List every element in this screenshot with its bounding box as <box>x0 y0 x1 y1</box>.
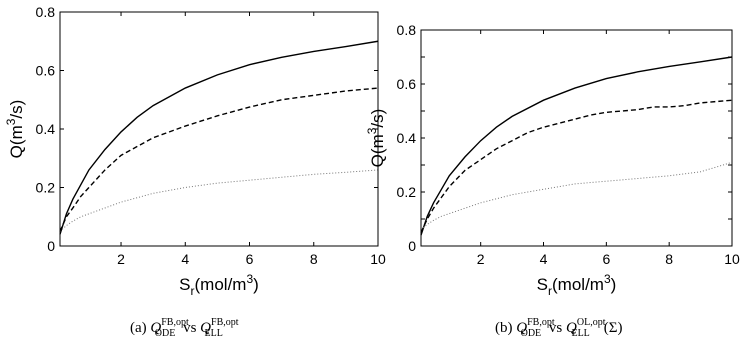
panel-a-ytick-label: 0.2 <box>36 180 56 196</box>
panel-b-line-dotted <box>420 161 733 231</box>
panel-a-xtick-label: 2 <box>117 251 125 267</box>
panel-a-ylabel: Q(m3/s) <box>4 100 26 159</box>
panel-b-ytick-label: 0.2 <box>397 184 417 200</box>
panel-b-ylabel: Q(m3/s) <box>365 109 387 168</box>
panel-a-xtick-label: 10 <box>370 251 386 267</box>
panel-a-axes-box <box>59 11 379 247</box>
panel-a-ytick-label: 0.8 <box>36 4 56 20</box>
panel-a-line-solid <box>59 40 379 235</box>
panel-a-xtick-label: 4 <box>181 251 189 267</box>
panel-a-line-dotted <box>59 169 379 232</box>
panel-a-xlabel: Sr(mol/m3) <box>179 272 259 298</box>
panel-a-ytick-label: 0.4 <box>36 121 56 137</box>
panel-a-xtick-label: 8 <box>310 251 318 267</box>
panel-a-xtick-label: 6 <box>246 251 254 267</box>
panel-a: 2 4 6 8 10 0 0.2 0.4 0.6 0.8 Sr(mol/m3) Q(m3/s) (a) … <box>4 4 386 339</box>
panel-b-line-solid <box>420 56 733 236</box>
panel-b-xtick-label: 6 <box>602 251 610 267</box>
panel-b-line-dashed <box>420 99 733 233</box>
panel-a-ytick-label: 0 <box>47 238 55 254</box>
panel-b-ytick-label: 0.4 <box>397 130 417 146</box>
panel-b-caption: (b) QFB,opt ODE vs QOL,opt ELL (Σ) <box>495 317 623 339</box>
panel-b-ytick-label: 0 <box>408 238 416 254</box>
panel-a-ytick-label: 0.6 <box>36 63 56 79</box>
panel-b-ytick-label: 0.8 <box>397 22 417 38</box>
panel-b-xlabel: Sr(mol/m3) <box>537 272 617 298</box>
panel-b-xtick-label: 4 <box>540 251 548 267</box>
panel-b: 2 4 6 8 10 0 0.2 0.4 0.6 0.8 Sr(mol/m3) Q(m3/s) (b) … <box>365 22 740 339</box>
panel-b-axes-box <box>420 29 733 247</box>
panel-a-caption: (a) QFB,opt ODE vs QFB,opt ELL <box>130 317 239 339</box>
panel-b-xtick-label: 10 <box>724 251 740 267</box>
panel-a-line-dashed <box>59 87 379 232</box>
panel-b-xtick-label: 8 <box>665 251 673 267</box>
panel-b-xtick-label: 2 <box>477 251 485 267</box>
panel-b-ytick-label: 0.6 <box>397 76 417 92</box>
